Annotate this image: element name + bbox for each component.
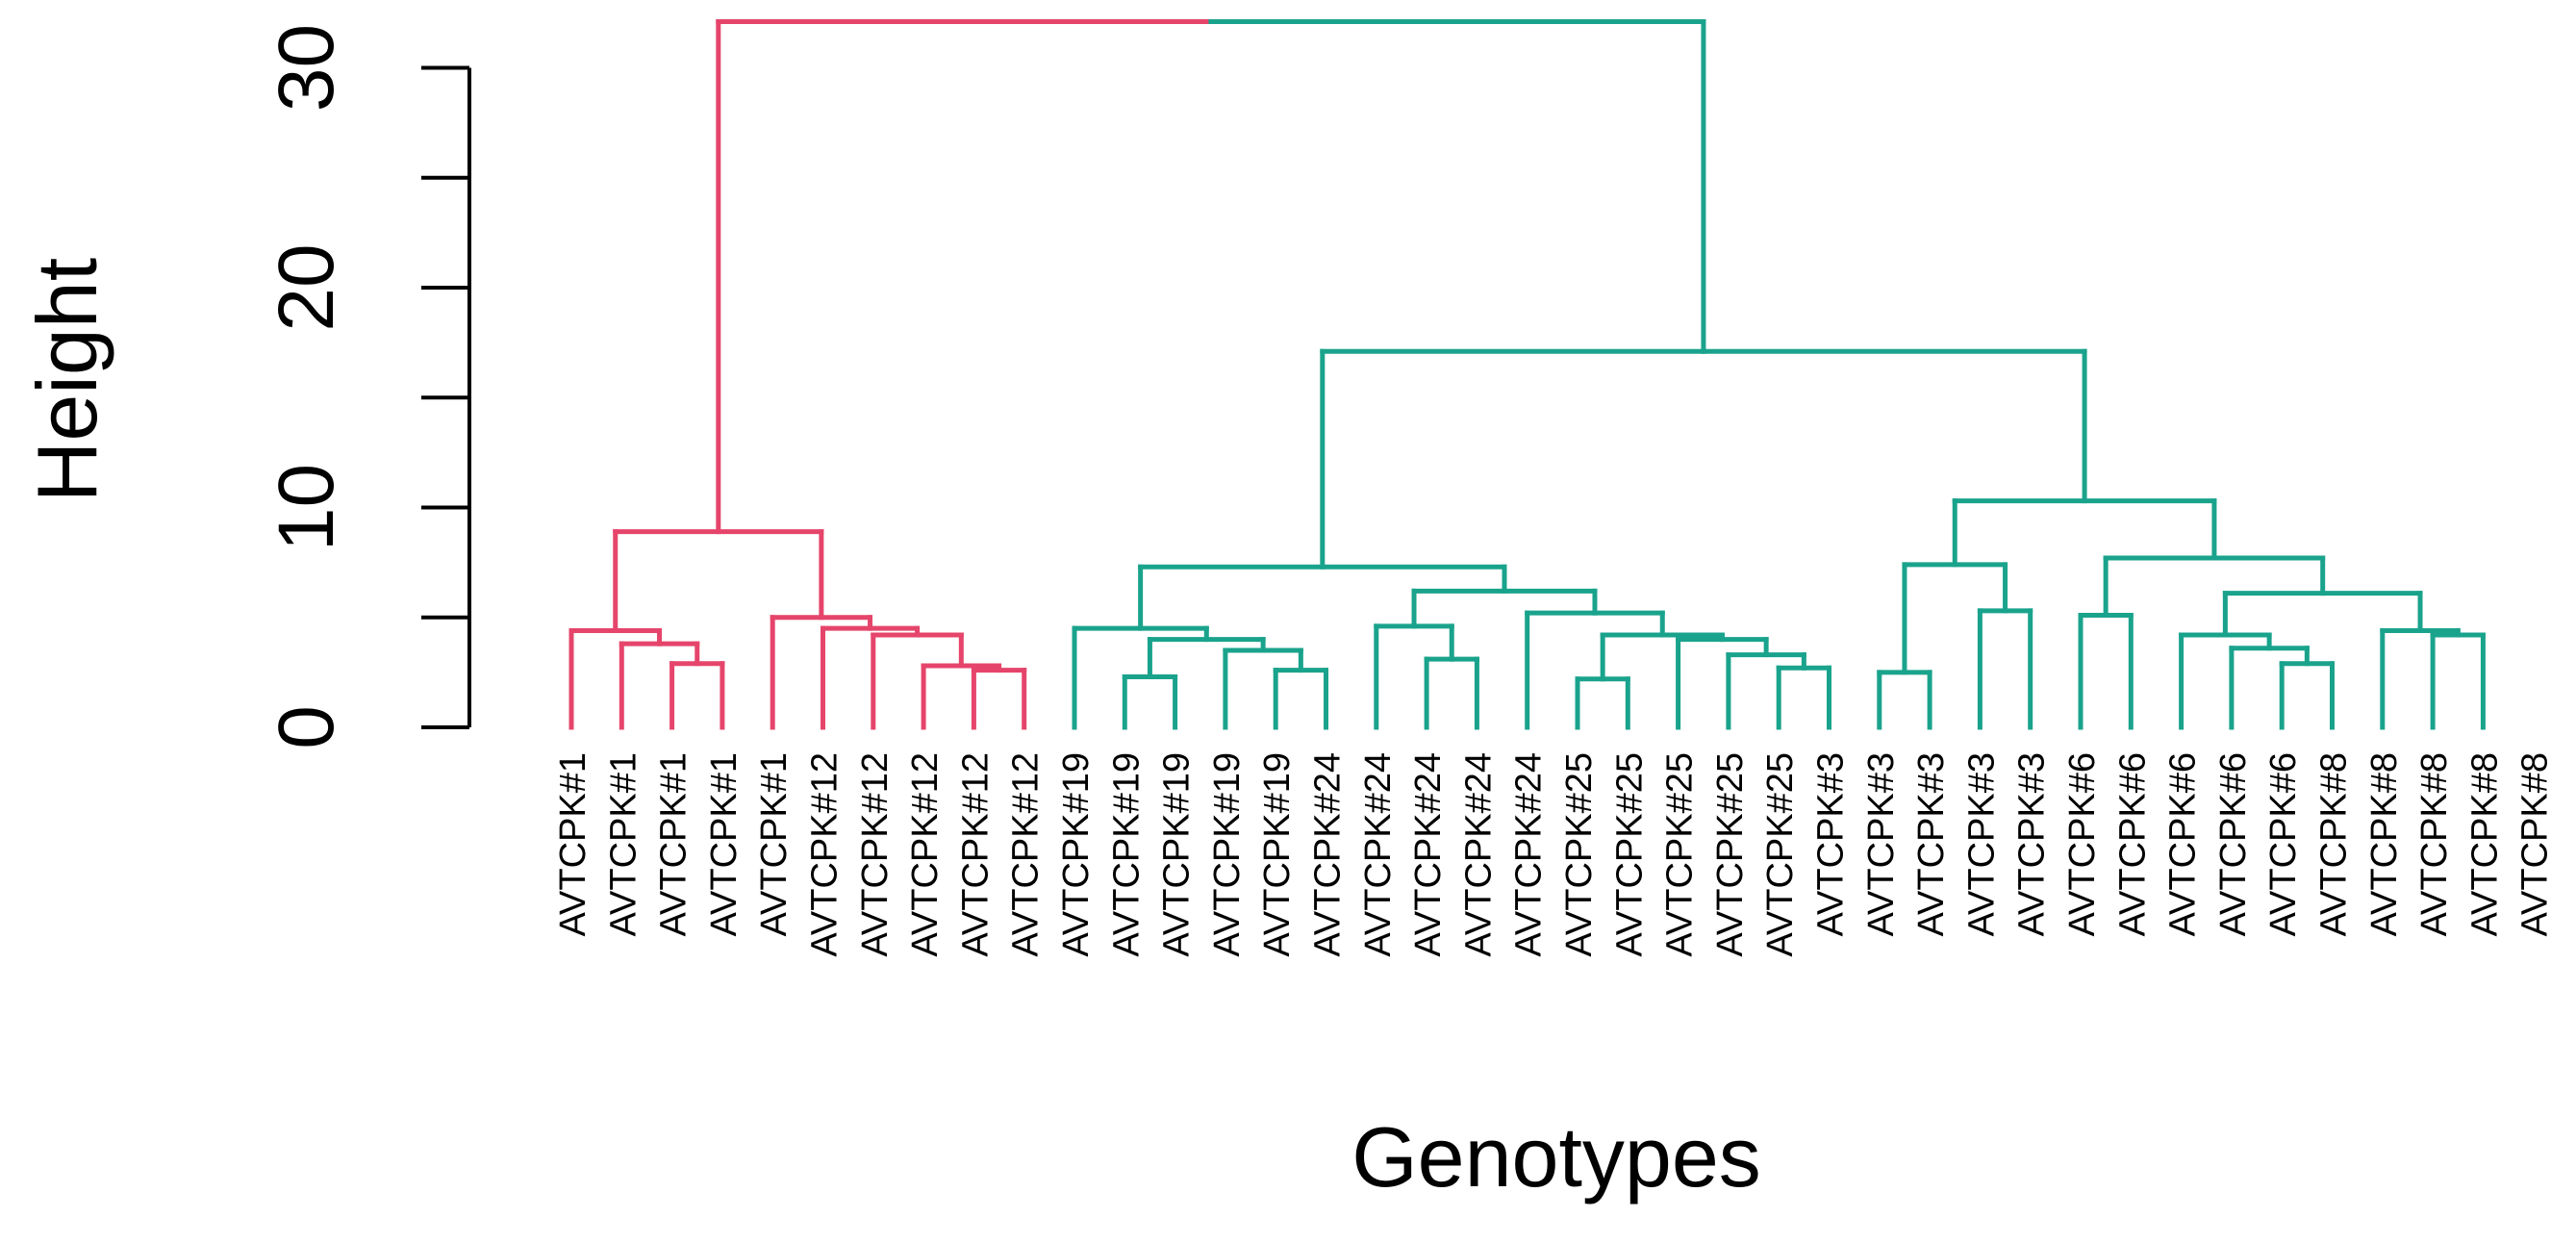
leaf-label: AVTCPK#24 bbox=[1358, 752, 1399, 957]
y-axis: 0 10 20 30 bbox=[263, 24, 471, 749]
y-tick-label: 20 bbox=[263, 243, 350, 331]
y-tick-label: 30 bbox=[263, 24, 350, 112]
leaf-label: AVTCPK#3 bbox=[1861, 752, 1902, 936]
leaf-labels: AVTCPK#1 AVTCPK#1 AVTCPK#1 AVTCPK#1 AVTCPK#1… bbox=[553, 752, 2556, 957]
leaf-label: AVTCPK#19 bbox=[1056, 752, 1097, 957]
leaf-label: AVTCPK#8 bbox=[2364, 752, 2405, 936]
leaf-label: AVTCPK#19 bbox=[1207, 752, 1248, 957]
leaf-label: AVTCPK#3 bbox=[2012, 752, 2053, 936]
leaf-label: AVTCPK#3 bbox=[1911, 752, 1952, 936]
leaf-label: AVTCPK#25 bbox=[1609, 752, 1650, 957]
leaf-label: AVTCPK#1 bbox=[654, 752, 695, 936]
y-tick-label: 10 bbox=[263, 464, 350, 551]
leaf-label: AVTCPK#25 bbox=[1710, 752, 1751, 957]
leaf-label: AVTCPK#12 bbox=[905, 752, 946, 957]
leaf-label: AVTCPK#19 bbox=[1157, 752, 1198, 957]
leaf-label: AVTCPK#24 bbox=[1308, 752, 1349, 957]
leaf-label: AVTCPK#1 bbox=[603, 752, 644, 936]
leaf-label: AVTCPK#19 bbox=[1257, 752, 1298, 957]
leaf-label: AVTCPK#24 bbox=[1458, 752, 1499, 957]
leaf-label: AVTCPK#3 bbox=[1811, 752, 1852, 936]
leaf-label: AVTCPK#6 bbox=[2112, 752, 2153, 936]
y-tick-label: 0 bbox=[263, 705, 350, 749]
leaf-label: AVTCPK#12 bbox=[955, 752, 996, 957]
leaf-label: AVTCPK#24 bbox=[1408, 752, 1449, 957]
dendrogram-branches bbox=[568, 19, 2486, 730]
leaf-label: AVTCPK#12 bbox=[805, 752, 846, 957]
leaf-label: AVTCPK#6 bbox=[2213, 752, 2254, 936]
leaf-label: AVTCPK#19 bbox=[1106, 752, 1147, 957]
leaf-label: AVTCPK#25 bbox=[1559, 752, 1600, 957]
x-axis-label: Genotypes bbox=[1351, 1109, 1761, 1205]
leaf-label: AVTCPK#8 bbox=[2515, 752, 2556, 936]
leaf-label: AVTCPK#6 bbox=[2263, 752, 2304, 936]
leaf-label: AVTCPK#12 bbox=[855, 752, 896, 957]
leaf-label: AVTCPK#1 bbox=[553, 752, 593, 936]
leaf-label: AVTCPK#24 bbox=[1509, 752, 1550, 957]
leaf-label: AVTCPK#25 bbox=[1660, 752, 1701, 957]
leaf-label: AVTCPK#25 bbox=[1760, 752, 1801, 957]
y-axis-label: Height bbox=[19, 258, 114, 502]
leaf-label: AVTCPK#8 bbox=[2314, 752, 2355, 936]
leaf-label: AVTCPK#12 bbox=[1006, 752, 1047, 957]
leaf-label: AVTCPK#3 bbox=[1961, 752, 2002, 936]
leaf-label: AVTCPK#1 bbox=[704, 752, 745, 936]
leaf-label: AVTCPK#8 bbox=[2414, 752, 2455, 936]
leaf-label: AVTCPK#1 bbox=[754, 752, 795, 936]
leaf-label: AVTCPK#6 bbox=[2062, 752, 2103, 936]
leaf-label: AVTCPK#6 bbox=[2163, 752, 2204, 936]
leaf-label: AVTCPK#8 bbox=[2464, 752, 2505, 936]
